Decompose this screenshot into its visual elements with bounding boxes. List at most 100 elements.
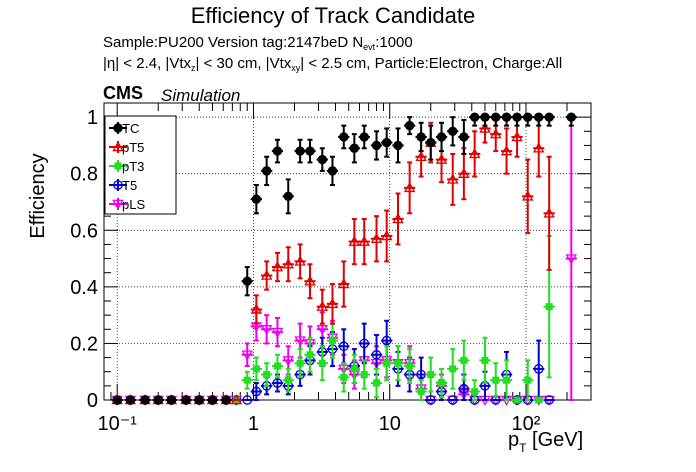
data-point-tc — [220, 395, 232, 405]
marker-pt3 — [535, 396, 543, 404]
marker-t5 — [459, 383, 469, 394]
chart-axes: 0 0.2 0.4 0.6 0.8 1 10⁻¹ 1 10 10² — [70, 103, 592, 435]
marker-tc — [523, 112, 533, 122]
marker-tc — [426, 137, 436, 148]
marker-pls — [282, 356, 294, 367]
data-point-tc — [381, 127, 393, 158]
data-point-pt3 — [533, 396, 545, 404]
data-point-tc — [447, 116, 459, 147]
marker-t5 — [242, 395, 253, 405]
marker-tc — [112, 395, 122, 405]
data-point-t5 — [447, 395, 459, 405]
marker-tc — [295, 146, 305, 156]
marker-pt3 — [503, 376, 511, 384]
marker-pt5 — [543, 207, 555, 218]
legend-entry-t5: T5 — [109, 178, 137, 193]
data-point-pt5 — [543, 155, 555, 271]
data-point-pt3 — [271, 353, 284, 379]
series-pt5 — [111, 116, 555, 405]
marker-tc — [544, 112, 554, 122]
data-point-tc — [282, 178, 294, 215]
legend-label: pT5 — [122, 140, 144, 155]
series-tc — [111, 112, 577, 405]
marker-pt3 — [383, 359, 391, 367]
marker-pt5 — [392, 213, 404, 224]
data-point-pt3 — [316, 345, 328, 382]
marker-pt3 — [373, 379, 381, 387]
legend-marker — [113, 123, 123, 133]
marker-tc — [194, 395, 204, 405]
data-point-pls — [271, 316, 284, 348]
marker-pt3 — [252, 365, 260, 373]
legend-label: pT3 — [122, 159, 144, 174]
marker-tc — [242, 276, 252, 286]
marker-pt3 — [296, 359, 304, 367]
data-point-tc — [358, 124, 370, 150]
x-tick-label: 10² — [512, 413, 541, 435]
data-point-pt3 — [522, 359, 534, 401]
data-point-pt3 — [294, 348, 306, 379]
data-point-pt5 — [282, 246, 294, 283]
marker-pt3 — [306, 351, 314, 359]
marker-t5 — [338, 341, 349, 352]
data-point-tc — [370, 130, 383, 161]
marker-pt5 — [282, 258, 294, 269]
data-point-pt3 — [358, 359, 370, 390]
data-point-tc — [392, 127, 404, 164]
marker-t5 — [381, 335, 392, 346]
data-point-pt5 — [522, 158, 534, 235]
marker-pt5 — [348, 235, 361, 246]
data-point-pt5 — [380, 209, 393, 263]
marker-tc — [153, 395, 163, 405]
data-point-t5 — [543, 395, 555, 405]
data-point-pt3 — [415, 379, 427, 401]
data-point-pt3 — [261, 362, 273, 387]
marker-t5 — [251, 386, 262, 397]
data-point-tc — [500, 112, 513, 127]
marker-pt5 — [500, 145, 513, 156]
marker-t5 — [425, 395, 436, 405]
y-tick-label: 0.8 — [70, 164, 98, 186]
marker-tc — [272, 146, 283, 156]
x-tick-label: 10 — [379, 413, 401, 435]
marker-pt5 — [447, 173, 459, 184]
marker-pt3 — [513, 396, 521, 404]
y-tick-label: 0.6 — [70, 220, 98, 242]
marker-pt3 — [449, 365, 457, 373]
data-point-tc — [124, 395, 137, 405]
data-point-tc — [241, 266, 253, 297]
sample-info: Sample:PU200 Version tag:2147beD Nevt:10… — [103, 34, 413, 52]
marker-tc — [436, 132, 447, 142]
data-point-pt5 — [392, 192, 404, 246]
marker-pt3 — [328, 337, 336, 345]
marker-tc — [469, 112, 480, 122]
data-point-pt5 — [338, 260, 350, 308]
marker-pt3 — [360, 371, 368, 379]
marker-tc — [305, 146, 315, 156]
marker-pt3 — [460, 356, 468, 364]
data-point-tc — [193, 395, 205, 405]
legend-entry-pt3: pT3 — [109, 159, 144, 174]
data-point-tc — [403, 116, 416, 136]
data-point-pt3 — [490, 362, 502, 399]
data-point-tc — [565, 112, 577, 127]
marker-pt5 — [380, 230, 393, 241]
marker-tc — [317, 154, 327, 165]
marker-pt3 — [340, 373, 348, 381]
data-point-pt3 — [326, 322, 339, 359]
data-point-pt5 — [447, 152, 459, 206]
data-point-tc — [261, 155, 273, 187]
data-point-pt3 — [511, 396, 523, 404]
data-point-pt3 — [282, 367, 294, 393]
data-point-t5 — [338, 328, 350, 365]
legend-label: T5 — [122, 178, 137, 193]
marker-tc — [448, 126, 458, 136]
data-point-tc — [139, 395, 151, 405]
marker-pt3 — [438, 379, 446, 387]
data-point-tc — [152, 395, 164, 405]
chart-grid — [104, 103, 591, 400]
marker-tc — [207, 395, 218, 405]
data-point-pt5 — [271, 251, 284, 283]
marker-t5 — [371, 349, 382, 360]
data-point-pt3 — [338, 362, 350, 393]
